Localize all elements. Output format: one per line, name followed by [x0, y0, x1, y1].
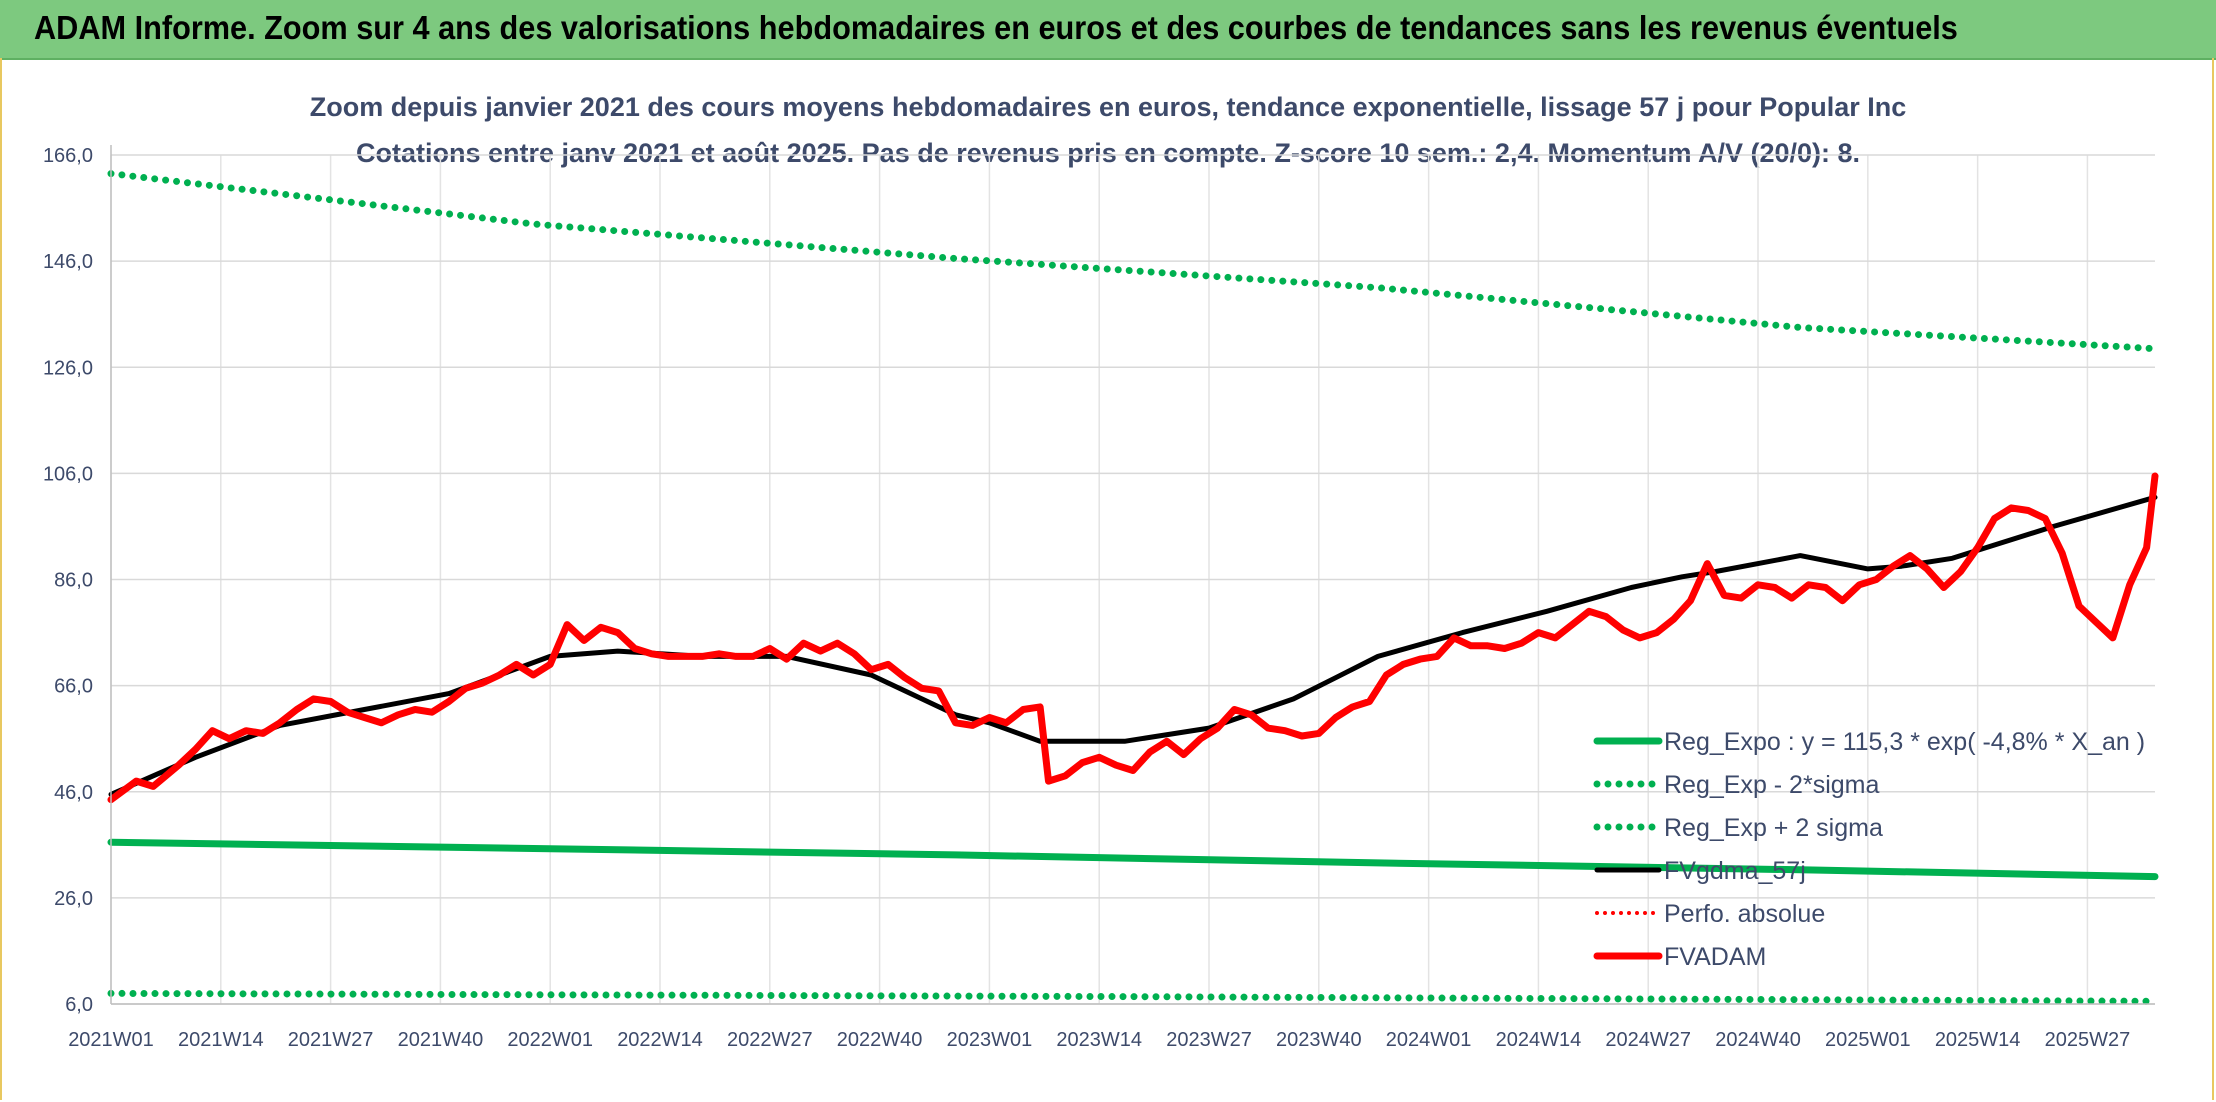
- x-tick-label: 2021W40: [398, 1029, 484, 1051]
- y-tick-label: 26,0: [54, 888, 93, 910]
- series-line-5: [107, 472, 2159, 804]
- y-tick-label: 106,0: [43, 463, 93, 485]
- x-tick-label: 2024W27: [1605, 1029, 1691, 1051]
- x-tick-label: 2022W14: [617, 1029, 703, 1051]
- x-tick-label: 2025W27: [2045, 1029, 2131, 1051]
- x-tick-label: 2022W27: [727, 1029, 813, 1051]
- x-tick-label: 2022W40: [837, 1029, 923, 1051]
- y-tick-label: 126,0: [43, 357, 93, 379]
- x-tick-label: 2022W01: [507, 1029, 593, 1051]
- x-tick-label: 2021W27: [288, 1029, 374, 1051]
- x-tick-label: 2023W27: [1166, 1029, 1252, 1051]
- legend-label: Reg_Exp - 2*sigma: [1664, 771, 1879, 799]
- report-banner: ADAM Informe. Zoom sur 4 ans des valoris…: [0, 0, 2216, 60]
- chart-frame: [0, 58, 2214, 1100]
- y-tick-label: 6,0: [65, 994, 93, 1016]
- x-tick-label: 2024W01: [1386, 1029, 1472, 1051]
- y-tick-label: 46,0: [54, 782, 93, 804]
- x-tick-label: 2021W14: [178, 1029, 264, 1051]
- series-line-3: [108, 494, 2158, 797]
- x-tick-label: 2023W01: [947, 1029, 1033, 1051]
- series-group: [107, 170, 2159, 1005]
- x-tick-label: 2021W01: [68, 1029, 154, 1051]
- series-line-0: [107, 838, 2159, 881]
- y-tick-label: 86,0: [54, 570, 93, 592]
- series-line-2: [107, 170, 2159, 353]
- legend-label: Reg_Exp + 2 sigma: [1664, 814, 1883, 842]
- legend-label: FVADAM: [1664, 943, 1766, 971]
- series-line-1: [107, 989, 2159, 1005]
- x-tick-label: 2025W01: [1825, 1029, 1911, 1051]
- x-tick-label: 2023W14: [1056, 1029, 1142, 1051]
- grid: [110, 154, 2155, 1005]
- chart-subtitle: Cotations entre janv 2021 et août 2025. …: [356, 138, 1860, 168]
- axes: 2021W01 2021W14 2021W27 2021W40 2022W01 2022W…: [43, 145, 2155, 1051]
- legend-label: FVgdma_57j: [1664, 857, 1806, 885]
- report-title: ADAM Informe. Zoom sur 4 ans des valoris…: [34, 9, 1958, 46]
- legend-label: Reg_Expo : y = 115,3 * exp( -4,8% * X_an…: [1664, 728, 2145, 756]
- legend-label: Perfo. absolue: [1664, 900, 1825, 928]
- y-tick-label: 166,0: [43, 145, 93, 167]
- legend: Reg_Expo : y = 115,3 * exp( -4,8% * X_an…: [1593, 728, 2145, 971]
- x-tick-label: 2025W14: [1935, 1029, 2021, 1051]
- x-tick-label: 2024W14: [1496, 1029, 1582, 1051]
- y-tick-label: 66,0: [54, 676, 93, 698]
- x-tick-label: 2023W40: [1276, 1029, 1362, 1051]
- chart-title: Zoom depuis janvier 2021 des cours moyen…: [310, 92, 1907, 122]
- y-tick-label: 146,0: [43, 251, 93, 273]
- x-tick-label: 2024W40: [1715, 1029, 1801, 1051]
